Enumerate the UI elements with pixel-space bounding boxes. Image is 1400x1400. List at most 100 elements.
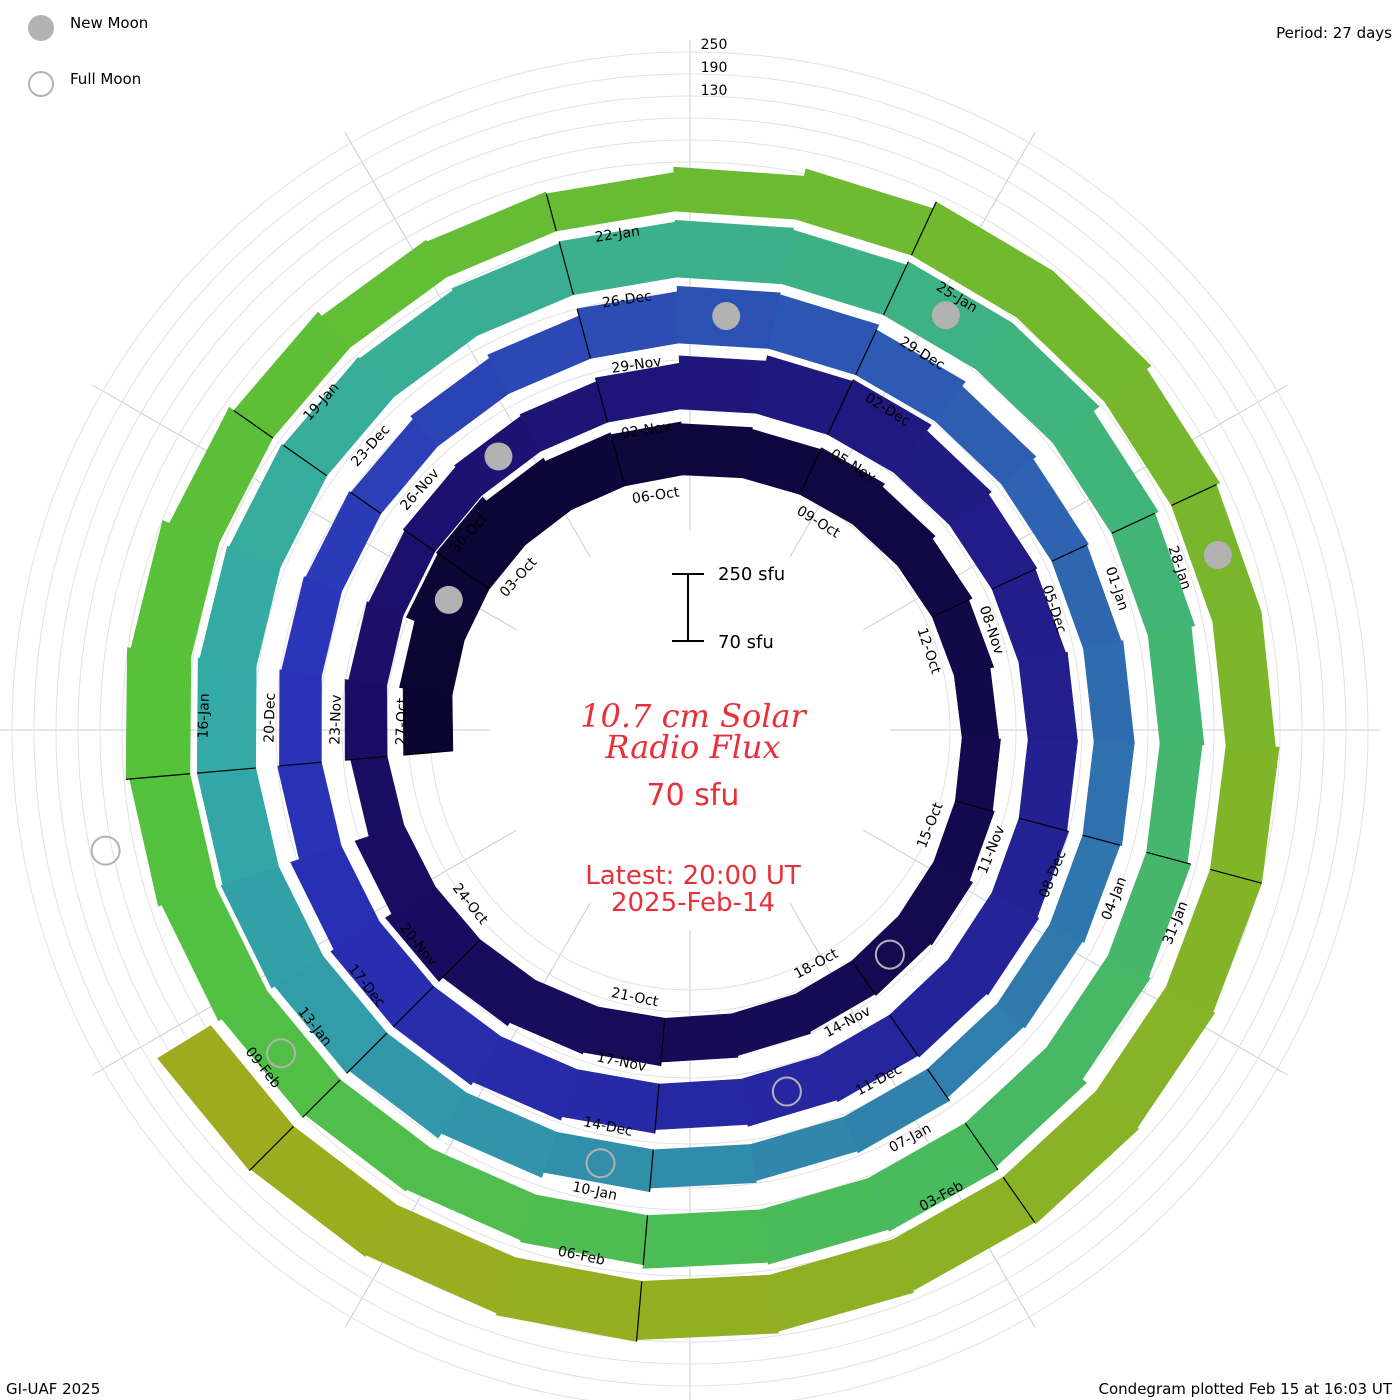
date-tick bbox=[932, 599, 970, 618]
flux-bar bbox=[1082, 741, 1135, 847]
new-moon-marker bbox=[931, 301, 960, 330]
flux-bar bbox=[898, 861, 974, 946]
flux-bar bbox=[1016, 270, 1152, 403]
flux-bar bbox=[281, 576, 342, 677]
flux-bar bbox=[1209, 745, 1280, 884]
date-label: 27-Oct bbox=[393, 697, 410, 745]
footer-credit: GI-UAF 2025 bbox=[6, 1380, 101, 1398]
date-tick bbox=[851, 960, 876, 995]
date-tick bbox=[1146, 851, 1191, 865]
flux-bar bbox=[1051, 544, 1122, 650]
date-tick bbox=[1002, 1176, 1036, 1223]
date-tick bbox=[654, 1083, 660, 1134]
current-flux-value: 70 sfu bbox=[647, 778, 740, 813]
period-label: Period: 27 days bbox=[1276, 24, 1392, 42]
date-label: 23-Nov bbox=[327, 694, 344, 745]
flux-bar bbox=[947, 892, 1040, 996]
flux-bar bbox=[673, 166, 805, 220]
flux-bar bbox=[1002, 1090, 1139, 1225]
date-tick bbox=[1018, 817, 1069, 833]
flux-bar bbox=[1000, 458, 1089, 562]
flux-bar bbox=[636, 1274, 779, 1340]
new-moon-marker bbox=[434, 585, 463, 614]
date-tick bbox=[545, 193, 557, 232]
date-tick bbox=[1082, 834, 1121, 846]
full-moon-marker bbox=[874, 939, 905, 970]
flux-bar bbox=[544, 432, 625, 511]
scale-bar-bottom-label: 70 sfu bbox=[718, 632, 774, 653]
full-moon-legend-icon bbox=[28, 71, 54, 97]
date-tick bbox=[249, 1126, 294, 1171]
flux-bar bbox=[305, 491, 382, 592]
flux-bar bbox=[290, 845, 380, 951]
date-label: 22-Jan bbox=[594, 223, 641, 245]
date-label: 29-Nov bbox=[611, 354, 663, 377]
date-tick bbox=[883, 261, 909, 316]
flux-bar bbox=[649, 1144, 757, 1189]
date-label: 06-Oct bbox=[631, 484, 681, 507]
date-tick bbox=[576, 308, 592, 359]
new-moon-legend-icon bbox=[28, 15, 54, 41]
flux-bar bbox=[759, 1177, 889, 1265]
flux-bar bbox=[975, 322, 1100, 444]
date-tick bbox=[558, 241, 574, 295]
grid-ring bbox=[55, 95, 1325, 1365]
date-tick bbox=[302, 1079, 341, 1118]
date-tick bbox=[660, 1018, 666, 1066]
date-tick bbox=[233, 410, 274, 439]
flux-bar bbox=[321, 239, 447, 349]
flux-bars bbox=[125, 166, 1280, 1342]
flux-bar bbox=[889, 959, 987, 1058]
date-tick bbox=[964, 1122, 999, 1171]
date-tick bbox=[345, 755, 388, 761]
new-moon-marker bbox=[1203, 541, 1232, 570]
scale-bar: 250 sfu 70 sfu bbox=[672, 564, 785, 653]
flux-bar bbox=[1212, 611, 1276, 748]
date-tick bbox=[595, 377, 609, 423]
flux-bar bbox=[545, 172, 676, 232]
flux-bar bbox=[654, 1078, 749, 1130]
flux-bar bbox=[130, 520, 220, 658]
date-tick bbox=[403, 750, 453, 756]
date-tick bbox=[889, 1014, 919, 1056]
flux-bar bbox=[402, 687, 454, 756]
flux-bar bbox=[199, 545, 281, 667]
date-tick bbox=[282, 444, 328, 477]
flux-bar bbox=[953, 667, 1000, 740]
flux-bar bbox=[1018, 739, 1078, 832]
flux-bar bbox=[485, 457, 572, 546]
date-tick bbox=[991, 568, 1036, 590]
flux-bar bbox=[228, 443, 328, 568]
flux-bar bbox=[954, 737, 1001, 812]
scale-tick-130: 130 bbox=[701, 83, 728, 99]
flux-bar bbox=[1146, 743, 1203, 864]
flux-bar bbox=[852, 486, 936, 567]
flux-bar bbox=[350, 418, 438, 514]
flux-bar bbox=[934, 385, 1037, 485]
grid-ring bbox=[11, 51, 1369, 1400]
date-tick bbox=[392, 986, 434, 1028]
flux-bar bbox=[1052, 410, 1159, 534]
flux-bar bbox=[344, 679, 388, 761]
scale-bar-top-label: 250 sfu bbox=[718, 564, 785, 585]
date-tick bbox=[436, 551, 490, 590]
date-tick bbox=[610, 434, 626, 487]
date-tick bbox=[1051, 544, 1088, 562]
date-tick bbox=[346, 1032, 388, 1074]
flux-bar bbox=[169, 406, 274, 544]
scale-tick-190: 190 bbox=[701, 60, 728, 76]
full-moon-marker bbox=[90, 835, 121, 866]
full-moon-legend-label: Full Moon bbox=[70, 70, 142, 88]
flux-bar bbox=[354, 824, 436, 915]
date-tick bbox=[197, 767, 256, 774]
full-moon-marker bbox=[585, 1148, 616, 1179]
new-moon-legend-label: New Moon bbox=[70, 14, 149, 32]
flux-bar bbox=[426, 191, 557, 278]
date-tick bbox=[438, 939, 481, 982]
flux-bar bbox=[279, 669, 322, 767]
grid-ring bbox=[33, 73, 1347, 1387]
flux-bar bbox=[893, 430, 992, 526]
flux-bar bbox=[851, 915, 931, 996]
new-moon-marker bbox=[712, 302, 741, 331]
flux-bar bbox=[1147, 626, 1205, 746]
